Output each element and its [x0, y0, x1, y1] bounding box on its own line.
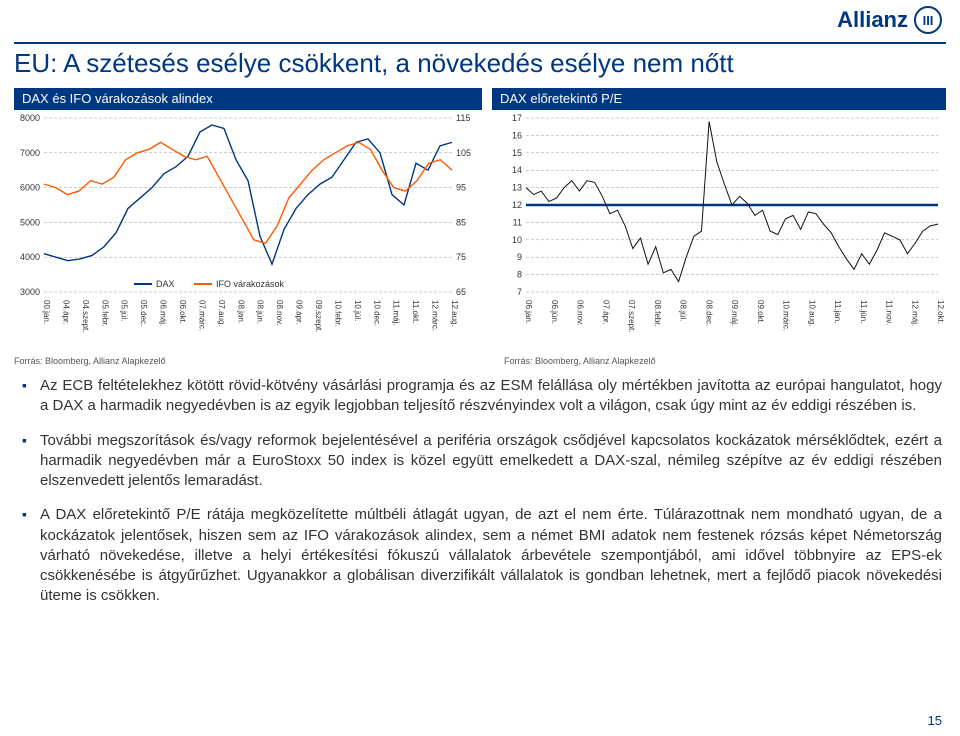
svg-text:07.aug.: 07.aug. [217, 300, 226, 327]
logo-text: Allianz [837, 7, 908, 33]
chart2-source: Forrás: Bloomberg, Allianz Alapkezelő [504, 356, 656, 366]
bullet-item: Az ECB feltételekhez kötött rövid-kötvén… [22, 376, 942, 417]
allianz-logo: Allianz III [837, 6, 942, 34]
svg-text:07.szept.: 07.szept. [627, 300, 636, 332]
svg-text:10.aug.: 10.aug. [807, 300, 816, 327]
svg-text:05.júl.: 05.júl. [120, 300, 129, 321]
chart1-svg: 3000 4000 5000 6000 7000 8000 65 75 85 95 105 115 00… [14, 112, 482, 346]
svg-text:12.okt.: 12.okt. [936, 300, 945, 324]
svg-text:00.jan.: 00.jan. [42, 300, 51, 324]
chart2-svg: 7 8 9 10 11 12 13 14 15 16 17 06.jan. 06.jún. 06.nov.… [504, 112, 946, 346]
svg-text:06.nov.: 06.nov. [576, 300, 585, 326]
svg-text:07.márc.: 07.márc. [197, 300, 206, 331]
svg-text:15: 15 [512, 148, 522, 158]
svg-text:05.febr.: 05.febr. [100, 300, 109, 327]
svg-text:04.szept.: 04.szept. [81, 300, 90, 332]
svg-text:12.máj.: 12.máj. [910, 300, 919, 326]
svg-text:6000: 6000 [20, 183, 40, 193]
chart2: 7 8 9 10 11 12 13 14 15 16 17 06.jan. 06.jún. 06.nov.… [504, 112, 946, 346]
svg-text:06.okt.: 06.okt. [178, 300, 187, 324]
svg-text:10.dec.: 10.dec. [372, 300, 381, 326]
svg-text:IFO várakozások: IFO várakozások [216, 279, 285, 289]
svg-text:85: 85 [456, 217, 466, 227]
svg-text:8: 8 [517, 270, 522, 280]
svg-text:09.máj.: 09.máj. [730, 300, 739, 326]
svg-text:10.febr.: 10.febr. [333, 300, 342, 327]
svg-text:13: 13 [512, 183, 522, 193]
svg-text:05.dec.: 05.dec. [139, 300, 148, 326]
svg-text:12.aug.: 12.aug. [450, 300, 459, 327]
svg-text:09.ápr.: 09.ápr. [295, 300, 304, 324]
svg-text:10: 10 [512, 235, 522, 245]
svg-text:17: 17 [512, 113, 522, 123]
chart1: 3000 4000 5000 6000 7000 8000 65 75 85 95 105 115 00… [14, 112, 482, 346]
svg-text:11.jan.: 11.jan. [833, 300, 842, 323]
svg-text:08.nov.: 08.nov. [275, 300, 284, 326]
svg-text:09.okt.: 09.okt. [756, 300, 765, 324]
chart2-title: DAX előretekintő P/E [492, 88, 946, 110]
svg-text:115: 115 [456, 113, 470, 123]
svg-text:5000: 5000 [20, 217, 40, 227]
page-number: 15 [928, 713, 942, 728]
svg-text:8000: 8000 [20, 113, 40, 123]
svg-text:10.márc.: 10.márc. [782, 300, 791, 331]
header-divider [14, 42, 946, 44]
page-title: EU: A szétesés esélye csökkent, a növeke… [14, 48, 734, 79]
svg-text:11.okt.: 11.okt. [411, 300, 420, 323]
bullet-item: További megszorítások és/vagy reformok b… [22, 431, 942, 492]
svg-text:09.szept.: 09.szept. [314, 300, 323, 332]
svg-text:06.jún.: 06.jún. [550, 300, 559, 324]
svg-text:08.febr.: 08.febr. [653, 300, 662, 327]
svg-text:08.jún.: 08.jún. [256, 300, 265, 324]
svg-text:3000: 3000 [20, 287, 40, 297]
svg-text:105: 105 [456, 148, 471, 158]
svg-text:07.ápr.: 07.ápr. [601, 300, 610, 324]
svg-text:08.dec.: 08.dec. [704, 300, 713, 326]
svg-text:12: 12 [512, 200, 522, 210]
body-bullets: Az ECB feltételekhez kötött rövid-kötvén… [22, 376, 942, 621]
svg-text:75: 75 [456, 252, 466, 262]
svg-text:14: 14 [512, 165, 522, 175]
svg-text:65: 65 [456, 287, 466, 297]
svg-text:11.nov.: 11.nov. [885, 300, 894, 325]
svg-text:12.márc.: 12.márc. [431, 300, 440, 331]
svg-text:11: 11 [513, 217, 522, 227]
svg-text:9: 9 [517, 252, 522, 262]
svg-text:7: 7 [517, 287, 522, 297]
svg-text:16: 16 [512, 130, 522, 140]
svg-text:95: 95 [456, 183, 466, 193]
svg-text:10.júl.: 10.júl. [353, 300, 362, 321]
svg-text:7000: 7000 [20, 148, 40, 158]
logo-icon: III [914, 6, 942, 34]
svg-text:11.máj.: 11.máj. [392, 300, 401, 326]
svg-text:08.jan.: 08.jan. [236, 300, 245, 324]
svg-text:04.ápr.: 04.ápr. [61, 300, 70, 324]
svg-text:DAX: DAX [156, 279, 175, 289]
bullet-item: A DAX előretekintő P/E rátája megközelít… [22, 505, 942, 606]
svg-text:06.jan.: 06.jan. [524, 300, 533, 324]
svg-text:4000: 4000 [20, 252, 40, 262]
svg-text:06.máj.: 06.máj. [159, 300, 168, 326]
chart1-source: Forrás: Bloomberg, Allianz Alapkezelő [14, 356, 166, 366]
chart1-title: DAX és IFO várakozások alindex [14, 88, 482, 110]
svg-text:11.jún.: 11.jún. [859, 300, 868, 323]
svg-text:08.júl.: 08.júl. [679, 300, 688, 321]
